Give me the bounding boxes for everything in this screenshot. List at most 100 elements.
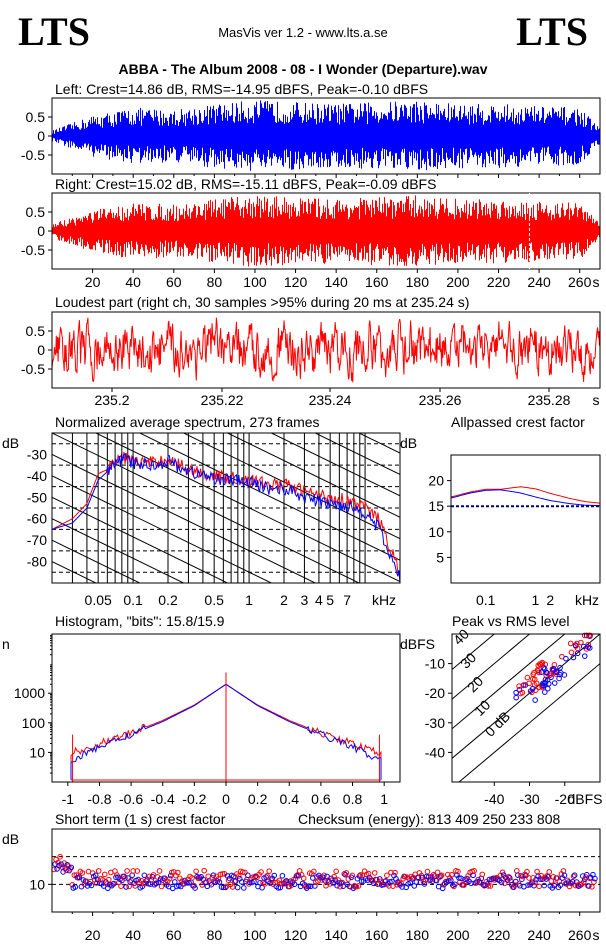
stc-point-red: [434, 869, 441, 876]
spectrum-xtick-label: 0.2: [158, 592, 178, 608]
stc-point-red: [118, 883, 124, 889]
pvr-point: [587, 632, 594, 639]
left-ytick-label: 0.5: [26, 109, 46, 125]
spectrum-slope-line: [52, 240, 400, 410]
stc-point-red: [355, 883, 362, 889]
stc-point-blue: [312, 883, 318, 889]
pvr-crest-label: 20: [464, 673, 486, 695]
stc-point-red: [319, 877, 325, 883]
stc-point-red: [219, 871, 226, 877]
pvr-point: [513, 689, 519, 696]
right-xtick-label: 140: [324, 274, 348, 290]
spectrum-ytick-label: -50: [27, 489, 47, 505]
spectrum-xtick-label: 0.5: [204, 592, 224, 608]
stc-point-red: [55, 859, 61, 866]
pvr-point: [556, 675, 562, 682]
spectrum-series-red: [51, 451, 401, 575]
stc-point-blue: [498, 879, 505, 886]
crest-ytick-label: 20: [428, 473, 444, 489]
stc-point-red: [300, 875, 307, 882]
pvr-ytick-label: -30: [425, 715, 445, 731]
stc-point-blue: [332, 877, 338, 883]
stc-point-blue: [192, 885, 198, 891]
stc-point-blue: [586, 883, 592, 889]
spectrum-series-blue: [51, 452, 401, 583]
stc-xtick-label: 60: [166, 927, 182, 943]
stc-point-red: [67, 865, 74, 872]
stc-point-red: [339, 879, 346, 886]
stc-ytick-label: 10: [29, 876, 45, 892]
stc-point-red: [132, 883, 139, 889]
loudest-ytick-label: -0.5: [21, 361, 45, 377]
right-xtick-label: 200: [446, 274, 470, 290]
stc-xtick-label: 20: [85, 927, 101, 943]
stc-point-blue: [399, 884, 405, 890]
pvr-point: [540, 680, 546, 687]
spectrum-slope-line: [94, 433, 400, 583]
stc-point-red: [148, 876, 155, 883]
pvr-crest-line: [452, 634, 496, 671]
stc-point-blue: [76, 874, 83, 881]
stc-point-red: [266, 868, 272, 874]
histogram-ytick-label: 100: [22, 715, 46, 731]
stc-point-red: [343, 870, 350, 876]
stc-point-blue: [245, 872, 251, 879]
histogram-title: Histogram, "bits": 15.8/15.9: [55, 613, 225, 629]
crest-ytick-label: 15: [428, 498, 444, 514]
loudest-part-title: Loudest part (right ch, 30 samples >95% …: [55, 294, 470, 310]
stc-xtick-label: 140: [324, 927, 348, 943]
right-ytick-label: 0.5: [26, 204, 46, 220]
stc-point-blue: [267, 880, 273, 886]
stc-point-red: [392, 869, 398, 876]
right-xtick-label: 40: [125, 274, 141, 290]
stc-point-red: [357, 872, 364, 878]
spectrum-slope-line: [314, 433, 400, 475]
stc-point-blue: [259, 884, 265, 891]
stc-frame: [51, 828, 601, 913]
stc-xtick-label: 200: [446, 927, 470, 943]
pvr-xtick-label: -30: [519, 791, 539, 807]
stc-point-blue: [439, 885, 446, 892]
stc-point-red: [321, 872, 327, 879]
spectrum-slope-line: [226, 433, 400, 518]
stc-ylabel: dB: [2, 831, 19, 847]
stc-point-red: [335, 877, 341, 883]
stc-point-blue: [210, 872, 217, 878]
stc-point-blue: [561, 872, 568, 879]
crest-series-blue: [450, 489, 601, 507]
stc-point-blue: [216, 879, 223, 885]
stc-point-red: [239, 869, 246, 875]
crest-xtick-label: 0.1: [476, 592, 496, 608]
stc-point-blue: [409, 876, 416, 882]
histogram-xtick-label: -1: [62, 791, 75, 807]
right-xtick-label: 260: [568, 274, 592, 290]
pvr-point: [532, 697, 538, 703]
stc-point-red: [455, 868, 461, 875]
histogram-xtick-label: -0.2: [182, 791, 206, 807]
pvr-ylabel: dBFS: [400, 636, 435, 652]
stc-xtick-label: 240: [527, 927, 551, 943]
crest-xtick-label: kHz: [575, 592, 599, 608]
right-xtick-label: 160: [365, 274, 389, 290]
spectrum-ytick-label: -40: [27, 468, 47, 484]
stc-point-red: [134, 868, 141, 874]
pvr-point: [543, 669, 550, 676]
histogram-xtick-label: 0.8: [343, 791, 363, 807]
crest-xtick-label: 2: [546, 592, 554, 608]
stc-point-red: [384, 872, 390, 879]
loudest-xtick-label: 235.24: [309, 392, 352, 408]
stc-point-blue: [218, 884, 225, 890]
stc-point-red: [175, 869, 181, 876]
stc-point-blue: [571, 872, 578, 878]
pvr-point: [516, 686, 523, 693]
stc-point-blue: [92, 872, 99, 879]
stc-point-red: [79, 870, 86, 876]
track-title: ABBA - The Album 2008 - 08 - I Wonder (D…: [118, 61, 488, 77]
stc-point-red: [580, 879, 587, 885]
pvr-crest-label: 40: [450, 625, 472, 647]
spectrum-slope-line: [52, 475, 273, 583]
spectrum-ylabel: dB: [2, 435, 19, 451]
stc-xtick-label: 160: [365, 927, 389, 943]
stc-xtick-label: 120: [284, 927, 308, 943]
histogram-xtick-label: 0.6: [311, 791, 331, 807]
